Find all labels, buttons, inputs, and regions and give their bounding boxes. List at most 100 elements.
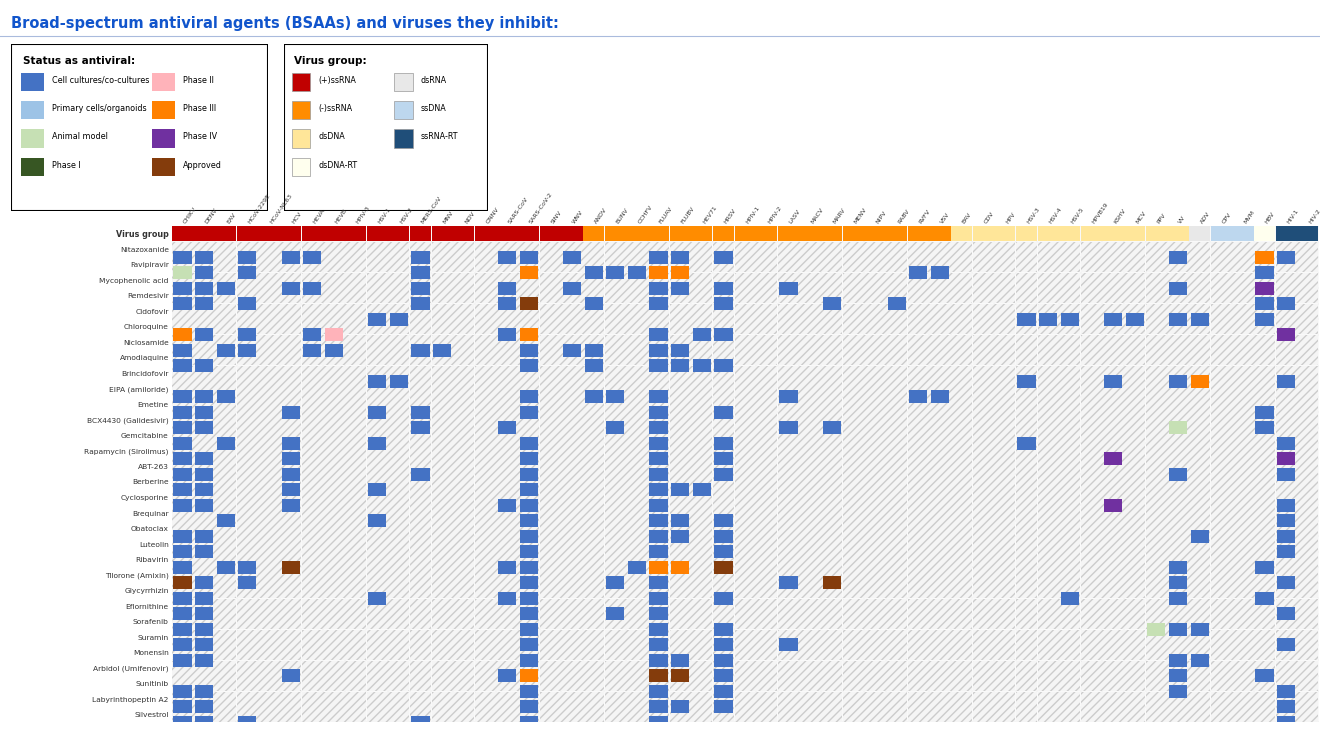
Bar [800, 443, 821, 459]
Bar [713, 599, 734, 614]
Bar [1298, 397, 1319, 412]
Bar [908, 397, 929, 412]
Bar [950, 599, 972, 614]
Bar [411, 412, 432, 428]
Bar [1210, 474, 1232, 490]
Bar [540, 474, 561, 490]
Bar [323, 350, 345, 365]
Bar [1081, 397, 1102, 412]
Bar [173, 561, 191, 574]
Bar [1254, 257, 1275, 273]
Bar [520, 344, 537, 356]
Bar [1233, 505, 1254, 521]
Bar [714, 468, 733, 481]
Bar [865, 474, 886, 490]
Bar [280, 382, 301, 396]
Bar [1275, 226, 1296, 242]
Bar [669, 568, 690, 582]
Bar [496, 257, 517, 273]
Bar [734, 226, 756, 242]
Bar [475, 691, 496, 707]
Bar [1255, 421, 1274, 434]
Bar [865, 707, 886, 722]
Bar [1102, 412, 1123, 428]
Bar [929, 350, 950, 365]
Bar [173, 266, 191, 279]
Bar [605, 660, 626, 676]
Bar [1146, 412, 1167, 428]
Bar [669, 226, 690, 242]
Bar [1059, 319, 1080, 334]
Bar [929, 474, 950, 490]
Bar [1081, 350, 1102, 365]
Bar [1016, 397, 1038, 412]
Bar [367, 583, 388, 598]
Bar [950, 366, 972, 381]
Bar [865, 599, 886, 614]
Bar [1233, 568, 1254, 582]
Bar [520, 452, 537, 465]
Bar [973, 660, 994, 676]
Bar [540, 242, 561, 257]
Bar [323, 397, 345, 412]
Bar [1210, 304, 1232, 319]
Bar [215, 412, 236, 428]
Bar [367, 536, 388, 551]
Bar [865, 304, 886, 319]
Bar [692, 304, 713, 319]
Bar [605, 397, 626, 412]
Bar [605, 599, 626, 614]
Bar [626, 257, 648, 273]
Bar [973, 397, 994, 412]
Bar [669, 335, 690, 350]
Bar [496, 552, 517, 567]
Bar [280, 226, 301, 242]
Bar [411, 552, 432, 567]
Bar [669, 382, 690, 396]
Bar [496, 599, 517, 614]
Bar [583, 707, 605, 722]
Bar [1189, 568, 1210, 582]
Bar [519, 335, 540, 350]
Bar [1189, 505, 1210, 521]
Bar [865, 226, 886, 242]
Bar [583, 242, 605, 257]
Bar [1170, 654, 1187, 667]
Bar [540, 645, 561, 660]
Bar [605, 614, 626, 629]
Bar [173, 654, 191, 667]
Bar [777, 536, 799, 551]
Bar [292, 130, 310, 148]
Bar [1255, 266, 1274, 279]
Bar [259, 552, 280, 567]
Bar [1146, 505, 1167, 521]
Bar [561, 288, 582, 303]
Bar [606, 576, 624, 589]
Bar [411, 490, 432, 505]
Bar [713, 366, 734, 381]
Text: Primary cells/organoids: Primary cells/organoids [51, 104, 147, 113]
Bar [1059, 273, 1080, 288]
Bar [865, 257, 886, 273]
Bar [1254, 226, 1275, 242]
Bar [21, 102, 44, 119]
Bar [777, 443, 799, 459]
Bar [304, 250, 321, 264]
Bar [236, 474, 257, 490]
Bar [1146, 676, 1167, 691]
Bar [842, 273, 865, 288]
Bar [323, 691, 345, 707]
Bar [432, 521, 453, 536]
Bar [1059, 505, 1080, 521]
Bar [236, 645, 257, 660]
Bar [1189, 273, 1210, 288]
Bar [194, 536, 215, 551]
Bar [1081, 382, 1102, 396]
Bar [908, 382, 929, 396]
Bar [994, 273, 1015, 288]
Bar [842, 552, 865, 567]
Bar [929, 505, 950, 521]
Bar [540, 505, 561, 521]
Bar [865, 552, 886, 567]
Bar [1102, 521, 1123, 536]
